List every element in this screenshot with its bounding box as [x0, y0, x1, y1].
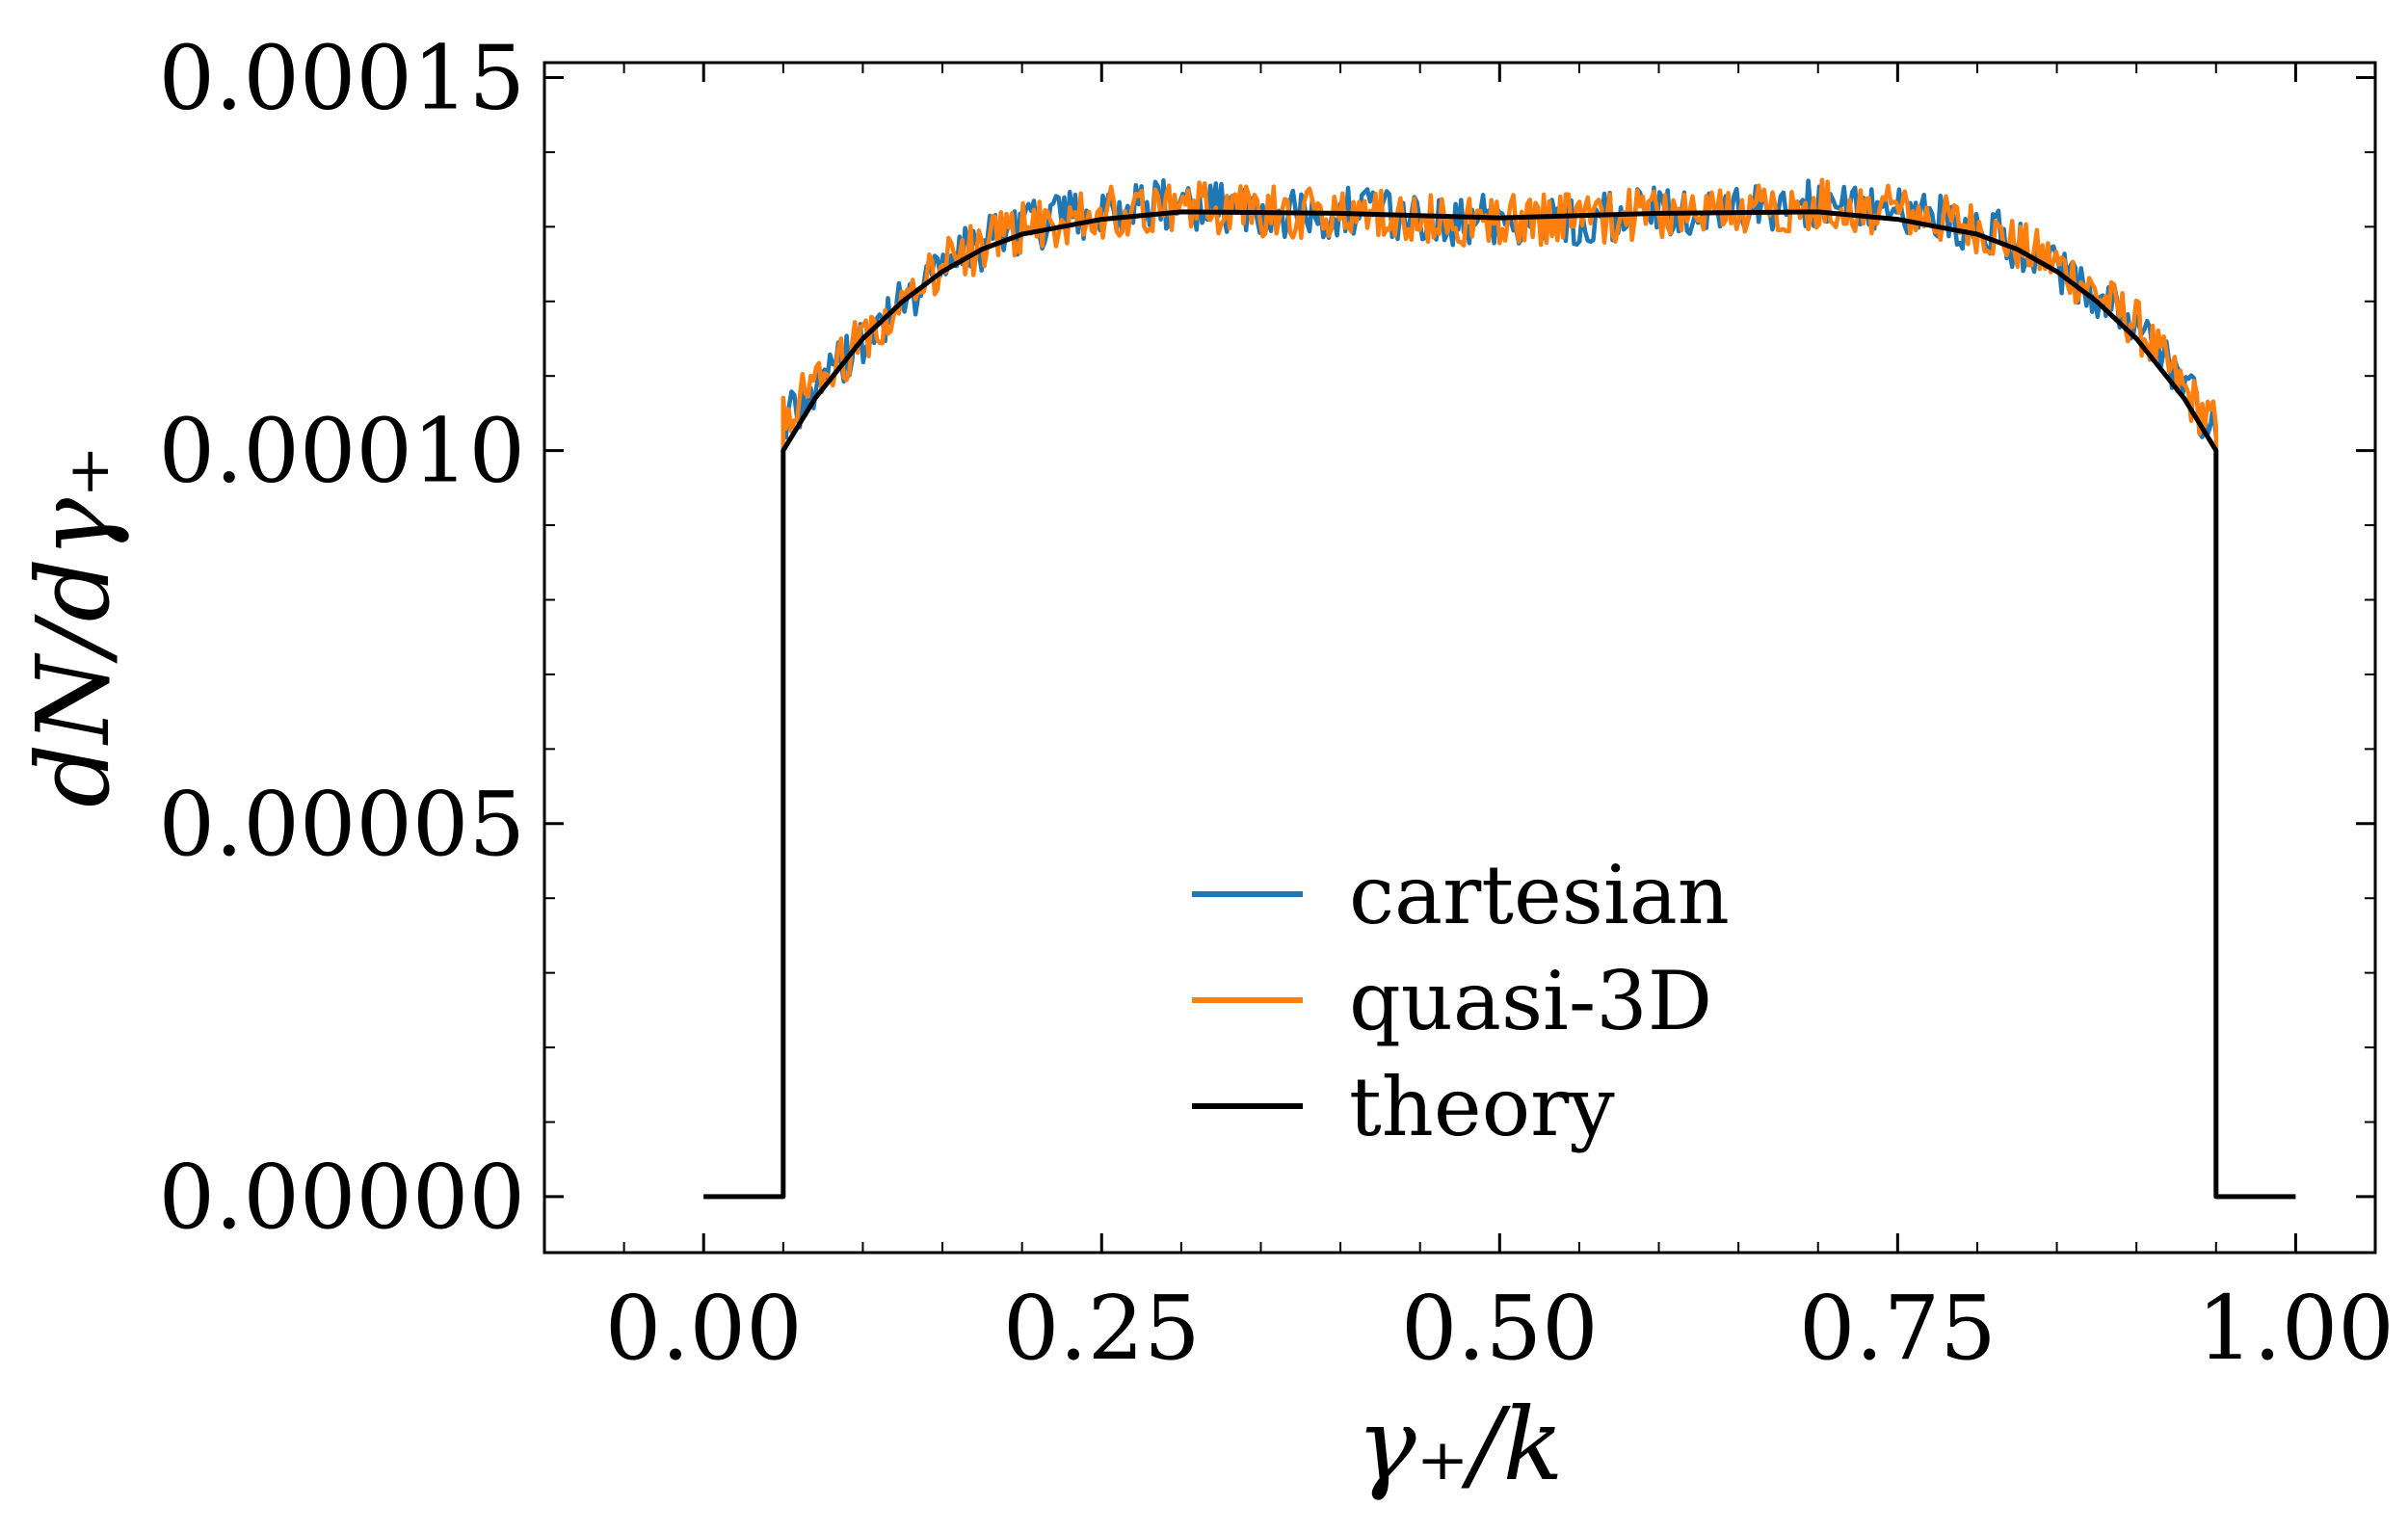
legend-label-cartesian: cartesian: [1349, 848, 1730, 942]
y-tick-label: 0.00000: [159, 1146, 525, 1249]
x-axis-label: γ₊/k: [1356, 1386, 1563, 1503]
x-tick-label: 1.00: [2197, 1277, 2395, 1380]
legend: cartesian quasi-3D theory: [1192, 848, 1730, 1154]
plot-frame: [542, 61, 2377, 1255]
y-tick-label: 0.00010: [159, 400, 525, 503]
y-tick-label: 0.00015: [159, 26, 525, 129]
series-line-theory: [703, 209, 2296, 1200]
x-tick-label: 0.00: [605, 1277, 803, 1380]
tick-labels-layer: 0.00 0.25 0.50 0.75 1.00 0.00000 0.00005 0.0001…: [159, 26, 2395, 1380]
x-tick-label: 0.75: [1799, 1277, 1997, 1380]
series-layer: [703, 177, 2296, 1200]
legend-label-theory: theory: [1349, 1060, 1615, 1154]
series-line-quasi-3d: [703, 177, 2296, 1200]
y-tick-label: 0.00005: [159, 773, 525, 876]
ticks-layer: [543, 63, 2376, 1253]
x-tick-label: 0.50: [1401, 1277, 1599, 1380]
legend-label-quasi-3d: quasi-3D: [1349, 954, 1712, 1048]
x-tick-label: 0.25: [1003, 1277, 1201, 1380]
y-axis-label: dN/dγ₊: [14, 445, 132, 807]
